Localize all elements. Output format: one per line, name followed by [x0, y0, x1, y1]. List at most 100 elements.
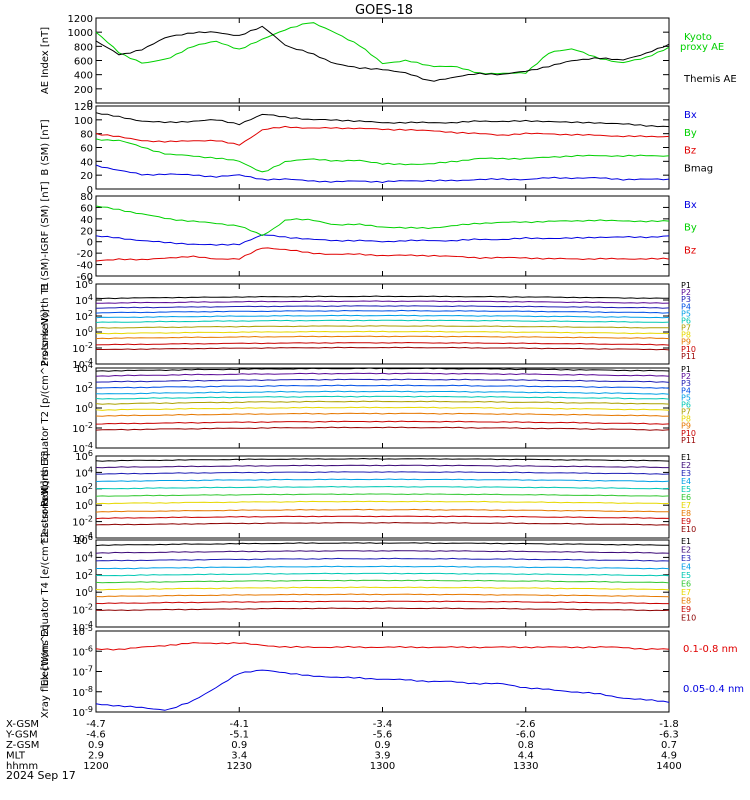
y-tick-label: 102 — [75, 482, 93, 496]
plot-title: GOES-18 — [355, 3, 413, 18]
coord-value: -3.4 — [373, 719, 393, 730]
y-tick-label: 100 — [75, 325, 93, 339]
y-tick-label: 80 — [80, 130, 93, 141]
series-line-p3 — [95, 378, 670, 383]
series-line-e5 — [95, 485, 670, 490]
series-line-bx — [95, 234, 670, 246]
y-tick-label: 1200 — [68, 14, 93, 25]
coord-value: 4.4 — [518, 751, 534, 762]
legend-by: By — [684, 223, 697, 234]
legend-p3: P3 — [681, 295, 691, 304]
legend-0-1-0-8-nm: 0.1-0.8 nm — [683, 644, 738, 655]
coord-value: 4.9 — [661, 751, 677, 762]
y-tick-label: 0 — [87, 185, 93, 196]
legend-e9: E9 — [681, 605, 691, 614]
legend-e4: E4 — [681, 563, 691, 572]
y-tick-label: 104 — [75, 293, 93, 307]
series-line-e3 — [95, 557, 670, 562]
legend-p10: P10 — [681, 429, 696, 438]
legend-e4: E4 — [681, 477, 691, 486]
y-tick-label: 10-9 — [72, 705, 93, 719]
legend-e10: E10 — [681, 614, 696, 623]
series-line-p9 — [95, 412, 670, 417]
series-line-p6 — [95, 395, 670, 400]
legend-p1: P1 — [681, 365, 691, 374]
y-tick-label: 102 — [75, 381, 93, 395]
coord-row-label: MLT — [6, 751, 26, 762]
series-line-e2 — [95, 464, 669, 469]
y-tick-label: 80 — [80, 192, 93, 203]
series-line-e9 — [95, 515, 670, 520]
legend-e2: E2 — [681, 546, 691, 555]
series-line-e7 — [95, 500, 670, 505]
legend-p11: P11 — [681, 352, 696, 361]
legend-e10: E10 — [681, 525, 696, 534]
y-axis-label: B (SM)-IGRF (SM) [nT] — [40, 181, 51, 290]
legend-proxy-ae: proxy AE — [680, 42, 724, 53]
y-tick-label: 40 — [80, 157, 93, 168]
legend-bmag: Bmag — [684, 163, 713, 174]
series-line-e9 — [95, 600, 669, 605]
series-line-p8 — [95, 406, 670, 411]
y-tick-label: 102 — [75, 309, 93, 323]
legend-bx: Bx — [684, 110, 697, 121]
coord-value: 0.9 — [88, 740, 104, 751]
legend-bz: Bz — [684, 245, 696, 256]
legend-e8: E8 — [681, 509, 691, 518]
y-tick-label: 102 — [75, 568, 93, 582]
series-line-p10 — [95, 341, 670, 346]
legend-e6: E6 — [681, 580, 691, 589]
legend-e1: E1 — [681, 453, 691, 462]
coord-value: -6.3 — [659, 730, 679, 741]
y-tick-label: 10-5 — [72, 624, 93, 638]
y-tick-label: 1000 — [68, 28, 93, 39]
y-tick-label: -40 — [77, 261, 93, 272]
legend-p9: P9 — [681, 422, 691, 431]
y-tick-label: 100 — [74, 116, 93, 127]
y-axis-label: Electrons North T3 — [40, 450, 51, 543]
legend-e1: E1 — [681, 537, 691, 546]
legend-bz: Bz — [684, 146, 696, 157]
legend-e7: E7 — [681, 501, 691, 510]
y-axis-label: Electrons Equator T4 [e/(cm^2-s-sr-keV)] — [40, 481, 51, 687]
legend-p10: P10 — [681, 345, 696, 354]
legend-by: By — [684, 128, 697, 139]
legend-e5: E5 — [681, 485, 691, 494]
series-line-e6 — [95, 493, 670, 497]
series-line-e3 — [96, 471, 670, 475]
y-tick-label: 104 — [75, 465, 93, 479]
series-line-kyoto-proxy-ae — [95, 22, 670, 75]
coord-value: -5.6 — [373, 730, 393, 741]
legend-p4: P4 — [681, 302, 691, 311]
y-tick-label: 10-2 — [72, 603, 93, 617]
y-axis-label: AE Index [nT] — [40, 27, 51, 94]
coord-value: -1.8 — [659, 719, 679, 730]
coord-value: -4.6 — [86, 730, 106, 741]
panel-frame — [95, 17, 670, 104]
coord-value: -4.7 — [86, 719, 106, 730]
legend-e7: E7 — [681, 588, 691, 597]
coord-value: 2.9 — [88, 751, 104, 762]
coord-value: -6.0 — [516, 730, 536, 741]
panel-frame — [95, 105, 670, 190]
coord-row-label: Y-GSM — [5, 730, 38, 741]
coord-value: 3.4 — [231, 751, 247, 762]
legend-e5: E5 — [681, 571, 691, 580]
y-tick-label: 0 — [87, 238, 93, 249]
y-tick-label: 10-4 — [72, 531, 93, 545]
series-line-bz — [95, 247, 670, 262]
series-line-e4 — [96, 565, 670, 570]
y-tick-label: 10-6 — [72, 644, 93, 658]
legend-kyoto: Kyoto — [684, 32, 712, 43]
series-line-p4 — [95, 309, 670, 314]
legend-p9: P9 — [681, 338, 691, 347]
coord-value: 0.9 — [375, 740, 391, 751]
y-tick-label: 200 — [74, 85, 93, 96]
series-line-e8 — [95, 593, 670, 598]
legend-p1: P1 — [681, 281, 691, 290]
y-tick-label: 10-7 — [72, 665, 93, 679]
y-tick-label: 10-4 — [72, 357, 93, 371]
y-axis-label: B (SM) [nT] — [40, 119, 51, 175]
coord-value: 3.9 — [375, 751, 391, 762]
panel-1: 0 200 400 600 800 1000 1200 AE Index [nT] Kyotop… — [40, 14, 737, 110]
